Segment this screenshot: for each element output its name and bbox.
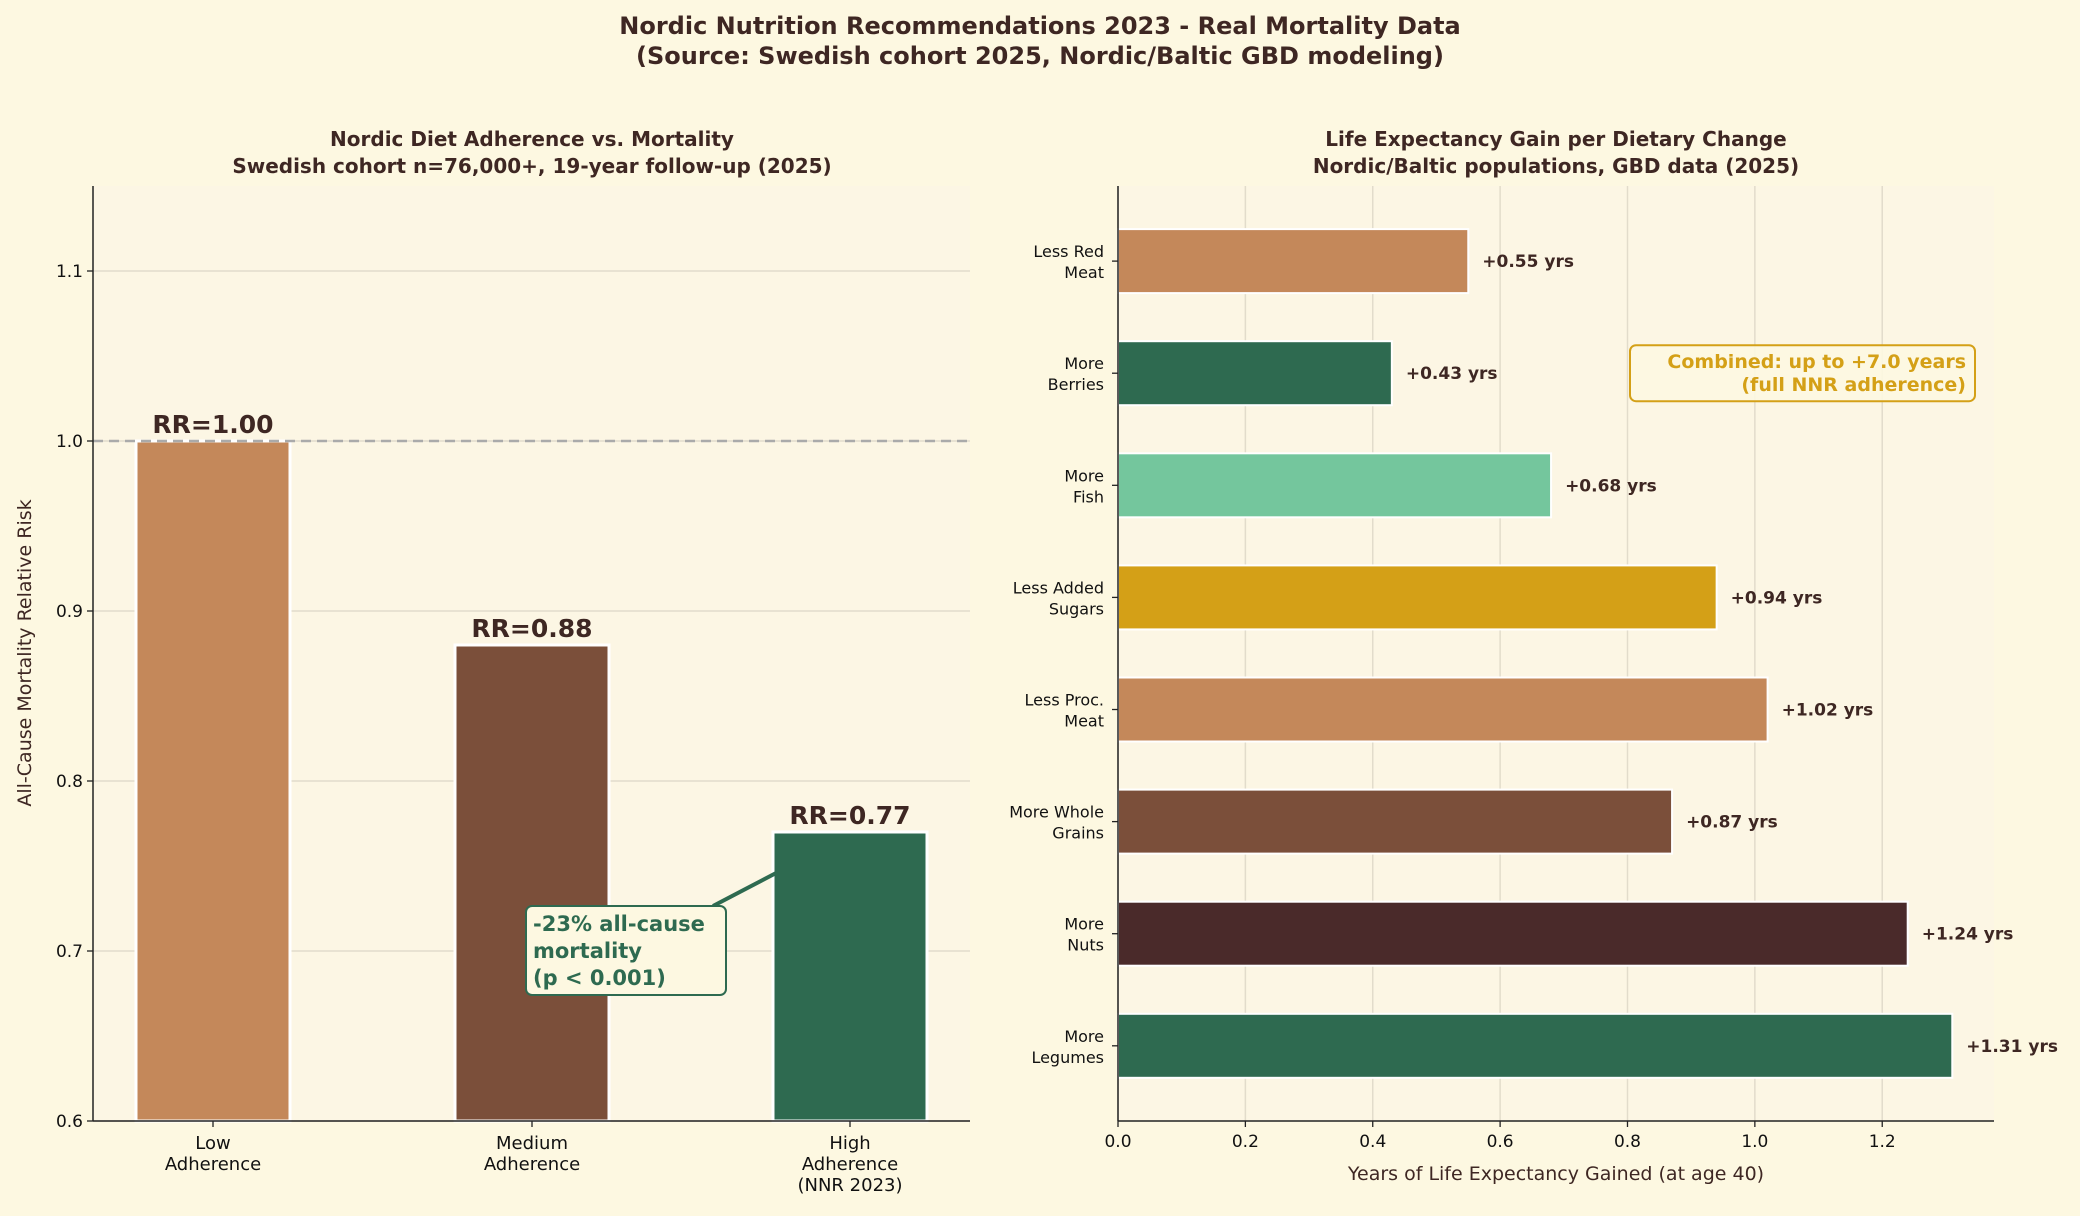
figure-subtitle: (Source: Swedish cohort 2025, Nordic/Bal… [636,42,1444,70]
left-bar [771,830,929,1123]
right-x-tick-label: 1.0 [1741,1132,1768,1152]
left-x-tick-label: Adherence [165,1154,261,1175]
annotation-text: -23% all-cause [533,912,705,936]
left-x-tick-label: High [829,1133,870,1154]
right-bar-data-label: +0.94 yrs [1731,588,1823,608]
right-x-axis-label: Years of Life Expectancy Gained (at age … [1347,1163,1764,1185]
right-y-tick-label: Meat [1064,712,1104,731]
left-y-tick-label: 0.8 [56,772,83,792]
left-bar [453,643,611,1123]
left-bar-data-label: RR=0.77 [789,801,910,830]
right-bar [1117,676,1769,743]
right-y-tick-label: Less Proc. [1025,691,1105,710]
left-bar-data-label: RR=0.88 [471,614,592,643]
right-chart-subtitle: Nordic/Baltic populations, GBD data (202… [1313,154,1799,178]
right-bar-data-label: +1.31 yrs [1966,1037,2058,1057]
right-y-tick-label: Fish [1073,487,1104,506]
right-bar-data-label: +0.68 yrs [1565,476,1657,496]
left-x-tick-label: Low [195,1133,230,1154]
left-x-tick-label: Adherence [484,1154,580,1175]
combined-annotation-box [1629,344,1976,403]
left-chart-title: Nordic Diet Adherence vs. Mortality [330,127,734,151]
annotation-arrow [712,870,779,908]
annotation-text: mortality [533,939,642,963]
left-x-tick-label: Adherence [802,1154,898,1175]
left-y-tick-label: 0.6 [56,1112,83,1132]
right-bar-data-label: +0.87 yrs [1686,813,1778,833]
left-y-tick-label: 1.1 [56,262,83,282]
annotation-text: (p < 0.001) [533,966,666,990]
right-y-tick-label: Grains [1052,824,1104,843]
left-y-tick-label: 1.0 [56,432,83,452]
right-bar [1117,564,1718,631]
right-x-tick-label: 0.6 [1487,1132,1514,1152]
left-y-tick-label: 0.9 [56,602,83,622]
right-bar [1117,1012,1954,1079]
right-y-tick-label: Sugars [1049,599,1104,618]
right-y-tick-label: More [1064,354,1104,373]
right-y-tick-label: Berries [1048,375,1104,394]
right-plot-area [1118,186,1994,1121]
left-bar [134,439,292,1123]
right-y-tick-label: Legumes [1031,1048,1104,1067]
right-y-tick-label: More [1064,1027,1104,1046]
annotation-box [525,905,727,996]
right-x-tick-label: 0.0 [1104,1132,1131,1152]
left-bar-data-label: RR=1.00 [152,410,273,439]
right-bar [1117,228,1470,295]
figure-title: Nordic Nutrition Recommendations 2023 - … [619,12,1460,40]
right-x-tick-label: 1.2 [1869,1132,1896,1152]
right-bar-data-label: +1.02 yrs [1782,701,1874,721]
right-bar [1117,788,1674,855]
right-y-tick-label: Nuts [1067,936,1104,955]
left-chart-subtitle: Swedish cohort n=76,000+, 19-year follow… [232,154,831,178]
left-x-tick-label: (NNR 2023) [797,1175,902,1196]
right-x-tick-label: 0.8 [1614,1132,1641,1152]
right-bar [1117,340,1393,407]
right-chart: Life Expectancy Gain per Dietary Change … [1009,127,2058,1185]
left-y-tick-label: 0.7 [56,942,83,962]
right-x-tick-label: 0.4 [1359,1132,1386,1152]
right-y-tick-label: Meat [1064,263,1104,282]
right-y-tick-label: More [1064,915,1104,934]
right-bar-data-label: +0.43 yrs [1406,364,1498,384]
right-y-tick-label: Less Red [1033,242,1104,261]
right-chart-title: Life Expectancy Gain per Dietary Change [1325,127,1786,151]
right-y-tick-label: Less Added [1013,578,1104,597]
right-x-tick-label: 0.2 [1232,1132,1259,1152]
combined-annotation-text: Combined: up to +7.0 years [1667,351,1966,373]
left-x-tick-label: Medium [496,1133,568,1154]
left-chart: Nordic Diet Adherence vs. Mortality Swed… [14,127,970,1196]
right-y-tick-label: More Whole [1009,803,1104,822]
right-bar-data-label: +1.24 yrs [1922,925,2014,945]
left-y-axis-label: All-Cause Mortality Relative Risk [14,499,36,806]
right-y-tick-label: More [1064,466,1104,485]
combined-annotation-text: (full NNR adherence) [1741,374,1966,396]
right-bar [1117,452,1553,519]
right-bar [1117,900,1909,967]
right-bar-data-label: +0.55 yrs [1482,252,1574,272]
